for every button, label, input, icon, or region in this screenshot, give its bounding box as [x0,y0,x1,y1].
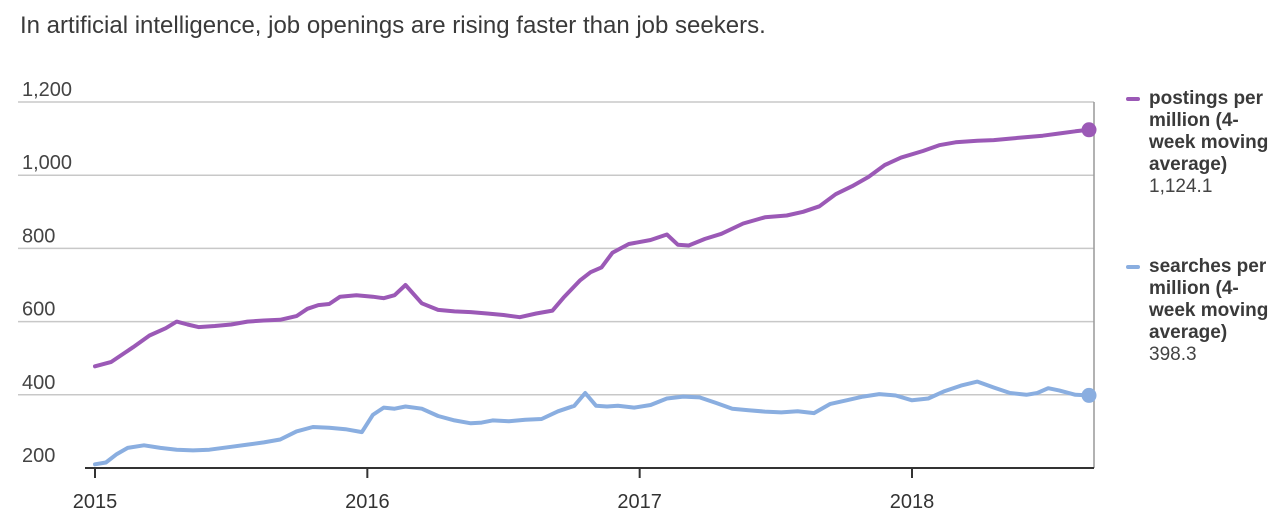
legend-label-postings: postings per million (4-week moving aver… [1149,88,1269,175]
x-tick-label: 2018 [890,491,935,513]
y-tick-label: 600 [22,299,55,321]
legend-swatch-searches [1126,265,1140,269]
x-tick-label: 2016 [345,491,390,513]
postings-line [93,127,1091,369]
series-lines [93,127,1091,467]
series-end-markers [1081,122,1097,403]
gridlines [18,101,1095,468]
y-tick-label: 800 [22,225,55,247]
x-tick-label: 2017 [617,491,662,513]
chart-title: In artificial intelligence, job openings… [20,12,766,39]
y-tick-label: 1,000 [22,152,72,174]
x-tick-label: 2015 [73,491,118,513]
legend-value-searches: 398.3 [1149,344,1197,365]
legend-item-postings: postings per million (4-week moving aver… [1126,88,1274,198]
legend-item-searches: searches per million (4-week moving aver… [1126,256,1274,366]
searches-line-end-marker [1081,387,1097,403]
y-tick-label: 200 [22,445,55,467]
legend-value-postings: 1,124.1 [1149,176,1213,197]
y-tick-labels: 200 400 600 800 1,000 1,200 [22,79,72,467]
legend-label-searches: searches per million (4-week moving aver… [1149,256,1269,343]
searches-line [93,379,1091,467]
y-tick-label: 400 [22,372,55,394]
postings-line-end-marker [1081,122,1097,138]
x-axis: 2015 2016 2017 2018 [73,467,1094,513]
legend-swatch-postings [1126,97,1140,101]
y-tick-label: 1,200 [22,79,72,101]
